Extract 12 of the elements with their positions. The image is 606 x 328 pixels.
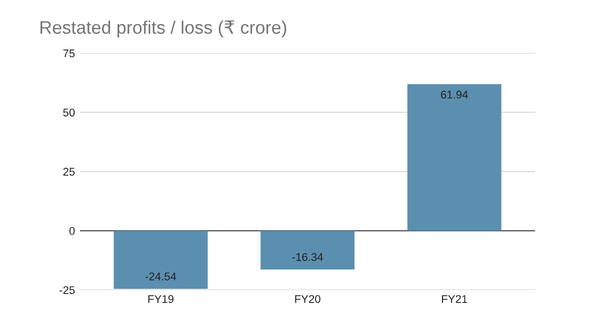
chart-title: Restated profits / loss (₹ crore) (40, 20, 286, 38)
data-label: 61.94 (441, 90, 468, 99)
data-label: -16.34 (292, 253, 323, 261)
x-tick-label: FY21 (442, 295, 468, 303)
y-tick-label: 0 (69, 227, 75, 235)
x-tick-label: FY20 (295, 295, 320, 303)
x-tick-label: FY19 (148, 295, 174, 303)
data-label: -24.54 (145, 272, 176, 280)
y-tick-label: 50 (63, 108, 75, 116)
y-tick-label: -25 (60, 286, 75, 294)
y-tick-label: 75 (63, 50, 75, 58)
y-tick-label: 25 (63, 168, 75, 176)
